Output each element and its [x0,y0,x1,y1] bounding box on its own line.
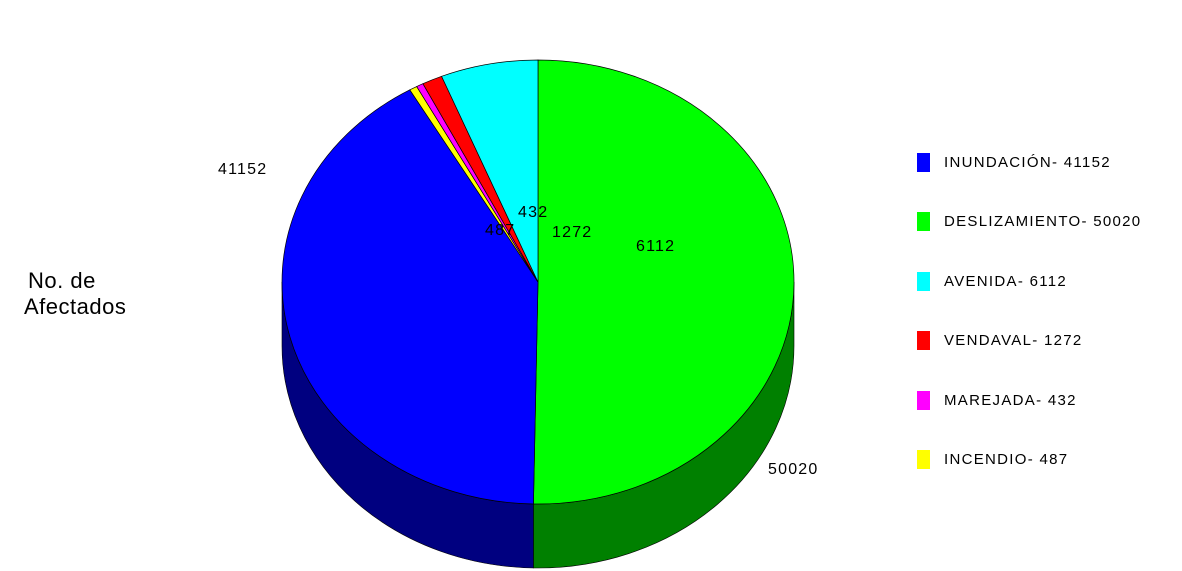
legend-item-vendaval: VENDAVAL- 1272 [917,331,1083,351]
legend-swatch-incendio [917,450,930,469]
legend-label-inundacion: INUNDACIÓN- 41152 [944,153,1111,171]
data-label-deslizamiento: 50020 [768,461,819,478]
data-label-inundacion: 41152 [218,161,268,178]
data-label-vendaval: 1272 [552,224,593,241]
legend-item-marejada: MAREJADA- 432 [917,390,1077,410]
pie-slice-avenida [441,59,539,283]
pie-slice-inundacion [281,89,539,505]
pie-slice-deslizamiento [533,59,795,505]
legend-item-deslizamiento: DESLIZAMIENTO- 50020 [917,212,1141,232]
legend-label-deslizamiento: DESLIZAMIENTO- 50020 [944,213,1142,230]
pie-top [281,59,795,505]
data-label-avenida: 6112 [636,238,676,255]
legend-swatch-avenida [917,271,930,291]
legend-swatch-marejada [917,390,930,410]
legend-swatch-inundacion [917,152,930,172]
legend-item-avenida: AVENIDA- 6112 [917,271,1067,291]
legend-label-vendaval: VENDAVAL- 1272 [944,332,1083,349]
legend-swatch-deslizamiento [917,212,930,231]
data-label-marejada: 432 [518,204,549,221]
y-axis-label-line-1: No. de [28,268,96,293]
legend-item-incendio: INCENDIO- 487 [917,450,1068,470]
y-axis-label: No. de Afectados [24,268,174,320]
legend-label-incendio: INCENDIO- 487 [944,451,1069,468]
y-axis-label-line-2: Afectados [24,294,127,319]
data-label-incendio: 487 [485,222,516,239]
legend-label-avenida: AVENIDA- 6112 [944,272,1068,290]
legend-swatch-vendaval [917,331,930,350]
legend-label-marejada: MAREJADA- 432 [944,391,1077,409]
legend-item-inundacion: INUNDACIÓN- 41152 [917,152,1111,172]
